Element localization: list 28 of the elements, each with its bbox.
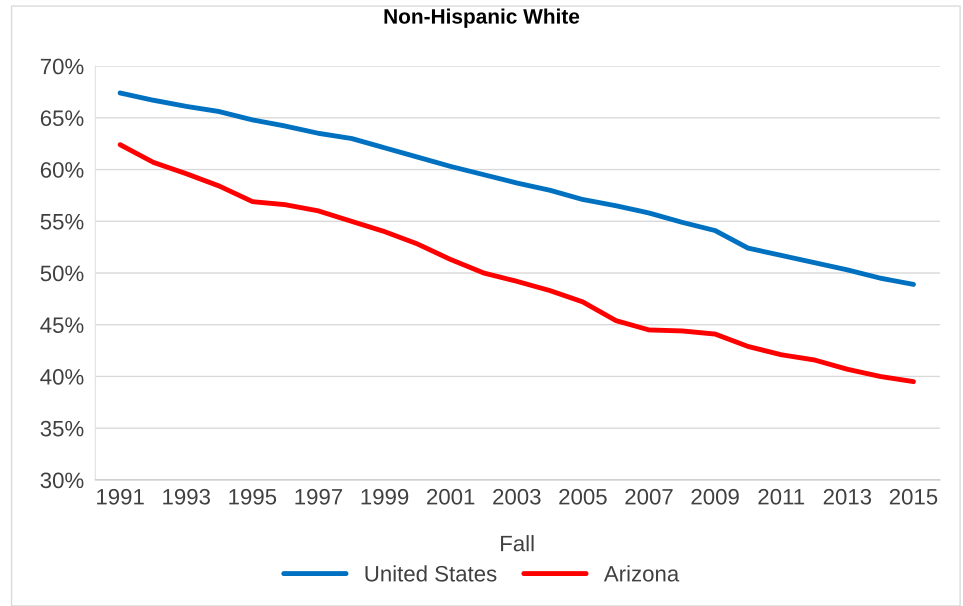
legend-label: United States [366, 565, 496, 582]
y-tick-label: 35% [40, 420, 84, 436]
x-tick-label: 2015 [890, 488, 938, 505]
x-tick-label: 2003 [493, 488, 541, 505]
y-tick-label: 60% [40, 162, 84, 178]
legend-label: Arizona [604, 565, 680, 582]
y-tick-label: 40% [40, 369, 84, 385]
x-axis-title: Fall [501, 535, 534, 552]
x-tick-label: 1995 [229, 488, 276, 505]
x-tick-label: 2009 [692, 488, 739, 505]
y-tick-label: 70% [40, 58, 84, 74]
line-series [118, 90, 916, 287]
y-tick-label: 30% [40, 472, 84, 488]
x-tick-label: 1993 [163, 488, 210, 505]
y-tick-label: 65% [40, 110, 84, 126]
line-series [118, 142, 916, 384]
x-tick-label: 2013 [824, 488, 872, 505]
y-tick-label: 45% [40, 317, 84, 334]
x-tick-label: 1997 [295, 488, 342, 505]
x-tick-label: 1991 [97, 488, 144, 505]
x-tick-label: 2007 [625, 488, 673, 505]
chart-title: Non-Hispanic White [384, 8, 580, 28]
x-tick-label: 2005 [559, 488, 607, 505]
x-tick-label: 2001 [427, 488, 474, 505]
y-tick-label: 50% [40, 266, 84, 282]
x-tick-label: 2011 [758, 488, 804, 505]
y-tick-label: 55% [40, 214, 84, 230]
x-tick-label: 1999 [362, 488, 408, 505]
